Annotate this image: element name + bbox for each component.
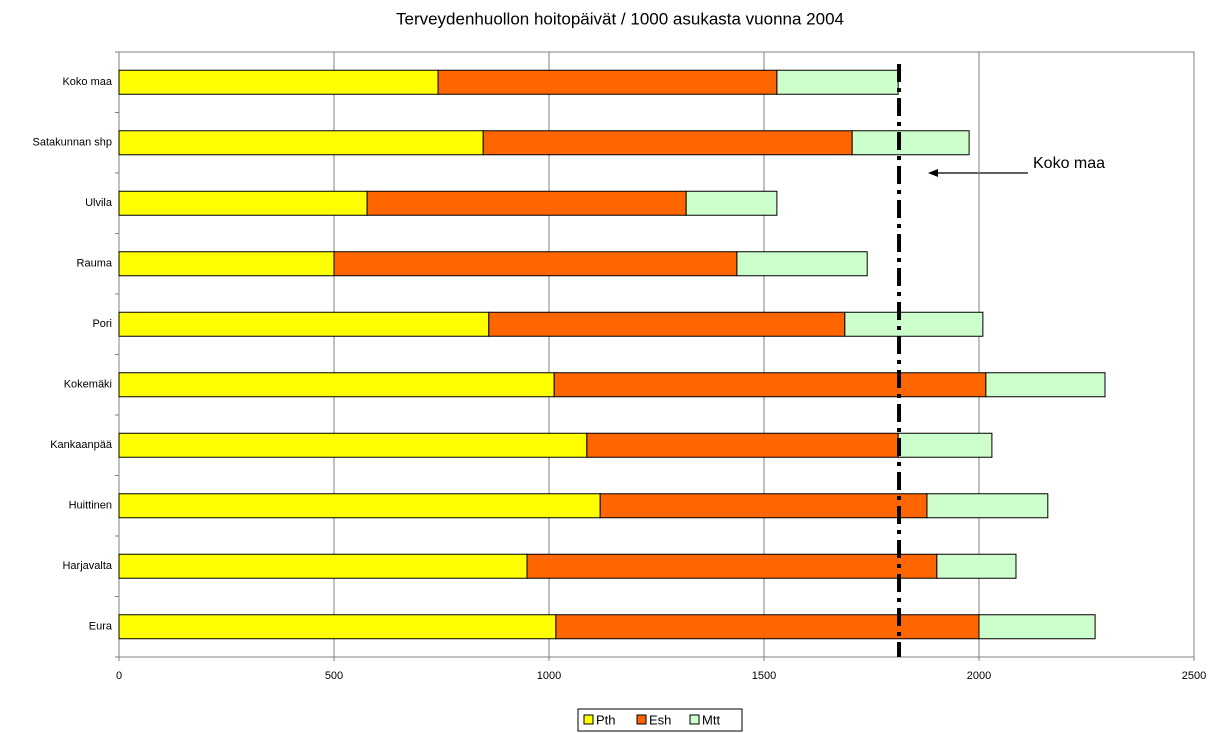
legend-box (577, 708, 743, 732)
bar-segment (936, 553, 1017, 579)
x-tick-label: 1000 (537, 670, 561, 682)
bar-segment (118, 190, 368, 216)
y-tick-label: Rauma (77, 258, 113, 270)
bar-segment (437, 69, 778, 95)
legend-label: Mtt (702, 712, 720, 727)
x-tick-label: 2500 (1182, 670, 1206, 682)
bar-segment (851, 130, 970, 156)
bar-segment (685, 190, 778, 216)
legend-label: Esh (649, 712, 671, 727)
y-tick-label: Kankaanpää (50, 439, 113, 451)
bar-segment (118, 69, 439, 95)
y-tick-label: Huittinen (69, 500, 112, 512)
bar-segment (978, 614, 1096, 640)
bar-segment (526, 553, 938, 579)
bar-segment (118, 493, 601, 519)
bar-segment (118, 432, 588, 458)
chart-title: Terveydenhuollon hoitopäivät / 1000 asuk… (396, 9, 844, 28)
legend-swatch (689, 714, 700, 725)
bar-segment (844, 311, 984, 337)
x-tick-label: 1500 (752, 670, 776, 682)
bar-segment (482, 130, 853, 156)
bar-segment (985, 372, 1106, 398)
legend-swatch (636, 714, 647, 725)
bar-segment (897, 432, 993, 458)
bar-segment (366, 190, 687, 216)
bar-segment (736, 251, 868, 277)
y-tick-label: Koko maa (62, 76, 112, 88)
bar-segment (118, 372, 555, 398)
legend-label: Pth (596, 712, 616, 727)
y-tick-label: Satakunnan shp (32, 137, 112, 149)
bar-segment (599, 493, 928, 519)
y-tick-label: Kokemäki (64, 379, 112, 391)
bar-segment (118, 130, 484, 156)
bar-segment (118, 251, 335, 277)
bar-segment (586, 432, 899, 458)
y-tick-label: Harjavalta (62, 560, 112, 572)
y-tick-label: Ulvila (85, 197, 113, 209)
bar-segment (333, 251, 738, 277)
bar-segment (926, 493, 1049, 519)
legend-swatch (583, 714, 594, 725)
y-tick-label: Pori (92, 318, 112, 330)
bar-segment (488, 311, 846, 337)
bar-segment (555, 614, 980, 640)
annotation-arrowhead (928, 169, 938, 177)
x-tick-label: 0 (116, 670, 122, 682)
x-tick-label: 500 (325, 670, 343, 682)
bar-segment (118, 614, 557, 640)
bar-segment (553, 372, 987, 398)
bar-segment (776, 69, 899, 95)
bar-segment (118, 311, 490, 337)
annotation: Koko maa (1033, 155, 1105, 172)
bar-segment (118, 553, 528, 579)
y-tick-label: Eura (89, 621, 113, 633)
x-tick-label: 2000 (967, 670, 991, 682)
